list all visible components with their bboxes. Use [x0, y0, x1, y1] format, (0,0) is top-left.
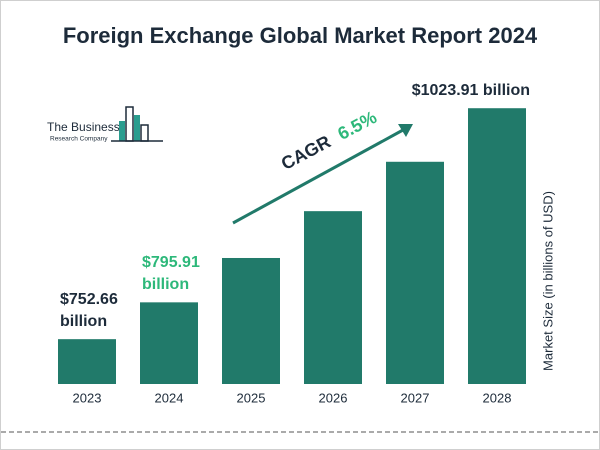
cagr-annotation: CAGR 6.5%: [278, 107, 380, 174]
bar: [58, 339, 116, 384]
value-label: $752.66 billion: [60, 291, 118, 331]
logo-text: The Business: [47, 120, 120, 134]
logo-icon: [125, 106, 134, 142]
cagr-label: CAGR: [278, 131, 334, 174]
logo-icon: [134, 115, 140, 141]
bar: [140, 302, 198, 384]
arrow-head: [398, 124, 413, 137]
value-label: $1023.91 billion: [411, 82, 530, 100]
bar: [304, 211, 362, 384]
x-tick-label: 2027: [401, 390, 430, 405]
x-tick-label: 2025: [237, 390, 266, 405]
x-tick-label: 2024: [155, 390, 184, 405]
arrow-line: [232, 128, 404, 225]
x-tick-label: 2028: [483, 390, 512, 405]
y-axis-label: Market Size (in billions of USD): [540, 191, 555, 371]
x-tick-label: 2026: [319, 390, 348, 405]
logo-icon: [140, 124, 149, 142]
bar: [222, 257, 280, 384]
logo-icon: [119, 121, 125, 141]
logo: The Business Research Company: [47, 106, 163, 143]
x-tick-label: 2023: [73, 390, 102, 405]
logo-subtext: Research Company: [50, 136, 108, 143]
value-label: $795.91 billion: [142, 254, 200, 294]
cagr-value: 6.5%: [334, 107, 380, 144]
bar: [468, 108, 526, 384]
bar: [386, 161, 444, 384]
chart-title: Foreign Exchange Global Market Report 20…: [63, 23, 538, 48]
